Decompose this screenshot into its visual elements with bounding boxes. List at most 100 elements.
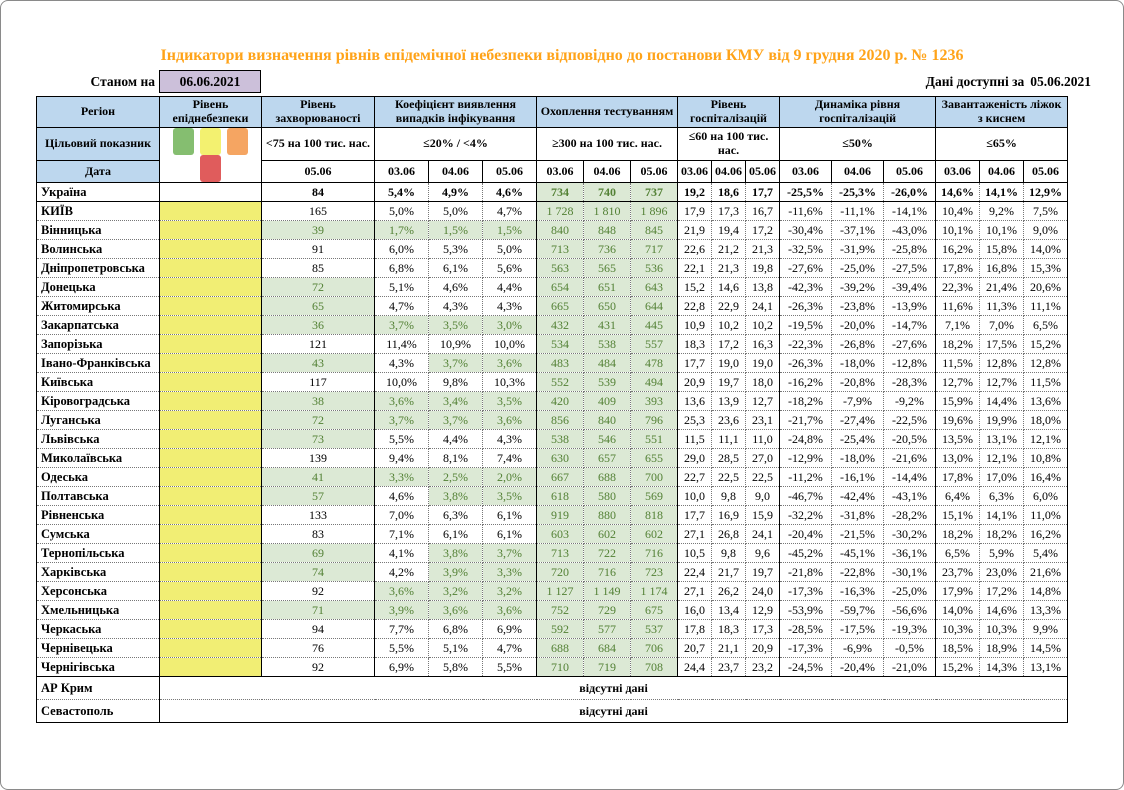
hospitalization-level-cell: 24,4: [677, 657, 713, 677]
hospitalization-dynamics-cell: -20,4%: [779, 524, 833, 544]
target-oxygen-beds: ≤65%: [935, 127, 1069, 161]
region-row: Донецька 72 5,1% 4,6% 4,4% 654 651 643 15,2 14,6 1…: [36, 277, 1069, 297]
date-cell: 03.06: [935, 160, 981, 183]
as-of-date-box: 06.06.2021: [159, 70, 261, 93]
hospitalization-dynamics-cell: -21,0%: [883, 657, 937, 677]
hospitalization-level-cell: 10,2: [745, 315, 781, 335]
detection-rate-cell: 6,1%: [481, 524, 538, 544]
hospitalization-dynamics-cell: -18,0%: [831, 448, 885, 468]
hospitalization-dynamics-cell: -43,0%: [883, 220, 937, 240]
oxygen-beds-cell: 17,0%: [979, 467, 1025, 487]
hospitalization-level-cell: 12,7: [745, 391, 781, 411]
hospitalization-dynamics-cell: -26,0%: [883, 182, 937, 202]
detection-rate-cell: 5,8%: [428, 657, 483, 677]
epidemic-level-cell: [159, 201, 262, 221]
oxygen-beds-cell: 13,3%: [1023, 600, 1069, 620]
testing-coverage-cell: 706: [630, 638, 679, 658]
col-header-hospitalization: Рівень госпіталізацій: [677, 96, 781, 128]
hospitalization-dynamics-cell: -28,2%: [883, 505, 937, 525]
detection-rate-cell: 6,0%: [374, 239, 429, 259]
hospitalization-dynamics-cell: -28,5%: [779, 619, 833, 639]
oxygen-beds-cell: 18,2%: [935, 334, 981, 354]
epidemic-level-cell: [159, 334, 262, 354]
hospitalization-dynamics-cell: -9,2%: [883, 391, 937, 411]
morbidity-cell: 69: [261, 543, 375, 563]
hospitalization-dynamics-cell: -12,9%: [779, 448, 833, 468]
testing-coverage-cell: 538: [583, 334, 632, 354]
date-cell: 03.06: [374, 160, 429, 183]
hospitalization-level-cell: 9,8: [711, 543, 747, 563]
region-cell: Харківська: [36, 562, 160, 582]
hospitalization-level-cell: 11,5: [677, 429, 713, 449]
testing-coverage-cell: 551: [630, 429, 679, 449]
morbidity-cell: 41: [261, 467, 375, 487]
as-of-label: Станом на: [90, 73, 156, 89]
morbidity-cell: 85: [261, 258, 375, 278]
oxygen-beds-cell: 17,8%: [935, 258, 981, 278]
hospitalization-dynamics-cell: -13,9%: [883, 296, 937, 316]
hospitalization-dynamics-cell: -22,3%: [779, 334, 833, 354]
detection-rate-cell: 10,0%: [481, 334, 538, 354]
hospitalization-level-cell: 22,8: [677, 296, 713, 316]
region-cell: Полтавська: [36, 486, 160, 506]
detection-rate-cell: 4,4%: [481, 277, 538, 297]
hospitalization-level-cell: 23,6: [711, 410, 747, 430]
date-morbidity: 05.06: [261, 160, 375, 183]
date-row-label: Дата: [36, 160, 160, 183]
morbidity-cell: 83: [261, 524, 375, 544]
header-date-row: Дата 05.06 03.06 04.06 05.06 03.06 04.06…: [36, 160, 1069, 183]
testing-coverage-cell: 734: [536, 182, 585, 202]
detection-rate-cell: 2,5%: [428, 467, 483, 487]
hospitalization-level-cell: 17,3: [745, 619, 781, 639]
epidemic-level-cell: [159, 410, 262, 430]
oxygen-beds-cell: 6,3%: [979, 486, 1025, 506]
detection-rate-cell: 3,8%: [428, 543, 483, 563]
region-cell: Вінницька: [36, 220, 160, 240]
region-cell: КИЇВ: [36, 201, 160, 221]
detection-rate-cell: 4,4%: [428, 429, 483, 449]
detection-rate-cell: 5,0%: [481, 239, 538, 259]
detection-rate-cell: 4,6%: [374, 486, 429, 506]
indicators-table: Регіон Рівень епіднебезпеки Рівень захво…: [36, 96, 1069, 723]
region-row: Полтавська 57 4,6% 3,8% 3,5% 618 580 569 10,0 9,8…: [36, 486, 1069, 506]
hospitalization-level-cell: 13,6: [677, 391, 713, 411]
hospitalization-dynamics-cell: -27,6%: [779, 258, 833, 278]
meta-row: Станом на 06.06.2021 Дані доступні за 05.…: [36, 70, 1091, 93]
detection-rate-cell: 6,3%: [428, 505, 483, 525]
col-header-oxygen-beds: Завантаженість ліжок з киснем: [935, 96, 1069, 128]
testing-coverage-cell: 431: [583, 315, 632, 335]
hospitalization-level-cell: 22,9: [711, 296, 747, 316]
testing-coverage-cell: 602: [630, 524, 679, 544]
oxygen-beds-cell: 18,0%: [1023, 410, 1069, 430]
region-row: Чернівецька 76 5,5% 5,1% 4,7% 688 684 706 20,7 21…: [36, 638, 1069, 658]
region-cell: Київська: [36, 372, 160, 392]
oxygen-beds-cell: 14,0%: [935, 600, 981, 620]
testing-coverage-cell: 740: [583, 182, 632, 202]
testing-coverage-cell: 736: [583, 239, 632, 259]
region-row: Тернопільська 69 4,1% 3,8% 3,7% 713 722 716 10,5…: [36, 543, 1069, 563]
testing-coverage-cell: 818: [630, 505, 679, 525]
oxygen-beds-cell: 11,0%: [1023, 505, 1069, 525]
date-cell: 05.06: [1023, 160, 1069, 183]
target-hosp-dynamics: ≤50%: [779, 127, 937, 161]
hospitalization-level-cell: 9,8: [711, 486, 747, 506]
hospitalization-level-cell: 10,2: [711, 315, 747, 335]
testing-coverage-cell: 580: [583, 486, 632, 506]
oxygen-beds-cell: 7,1%: [935, 315, 981, 335]
hospitalization-dynamics-cell: -19,5%: [779, 315, 833, 335]
morbidity-cell: 92: [261, 657, 375, 677]
no-data-cell: відсутні дані: [158, 676, 1068, 700]
hospitalization-level-cell: 25,3: [677, 410, 713, 430]
epidemic-level-cell: [159, 372, 262, 392]
testing-coverage-cell: 856: [536, 410, 585, 430]
testing-coverage-cell: 537: [630, 619, 679, 639]
hospitalization-dynamics-cell: -24,8%: [779, 429, 833, 449]
hospitalization-dynamics-cell: -20,5%: [883, 429, 937, 449]
hospitalization-level-cell: 15,2: [677, 277, 713, 297]
testing-coverage-cell: 667: [536, 467, 585, 487]
morbidity-cell: 139: [261, 448, 375, 468]
epidemic-level-cell: [159, 220, 262, 240]
region-row: Миколаївська 139 9,4% 8,1% 7,4% 630 657 655 29,0…: [36, 448, 1069, 468]
detection-rate-cell: 3,5%: [481, 391, 538, 411]
morbidity-cell: 72: [261, 410, 375, 430]
